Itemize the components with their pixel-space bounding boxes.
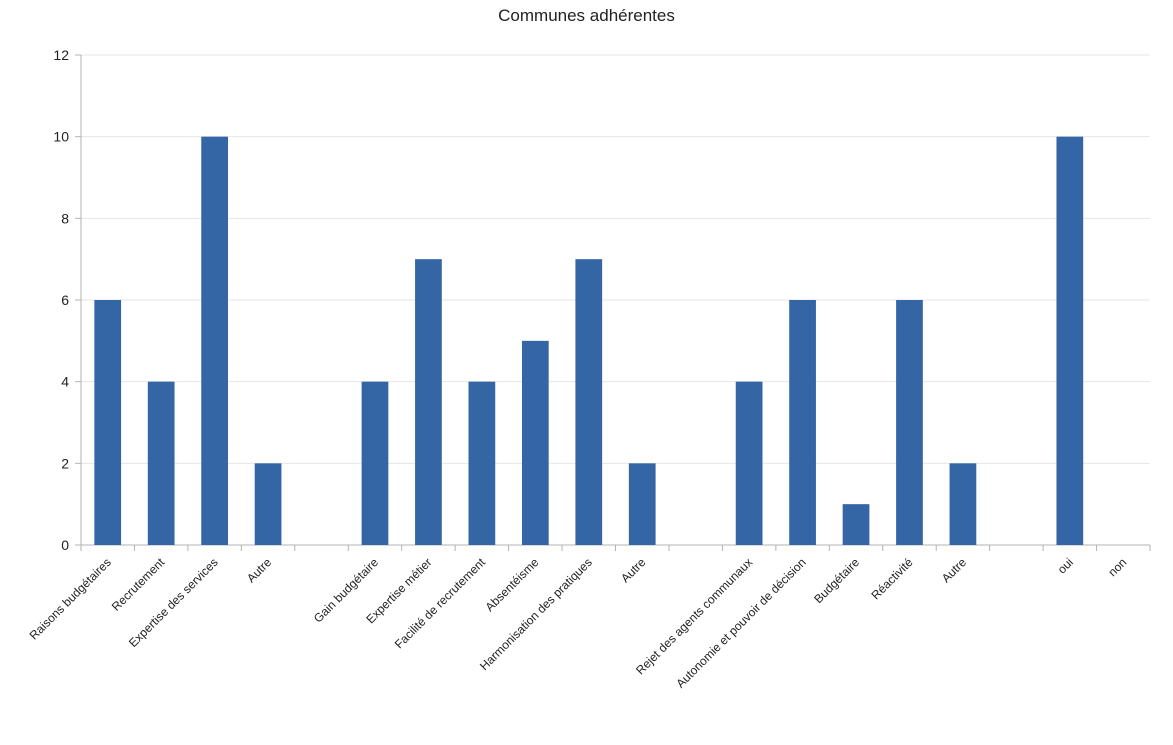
bar xyxy=(361,381,389,545)
x-tick-label: Budgétaire xyxy=(811,555,862,606)
bar xyxy=(468,381,496,545)
y-tick-label: 10 xyxy=(53,129,69,145)
x-tick-labels: Raisons budgétairesRecrutementExpertise … xyxy=(27,555,1130,691)
x-tick-label: oui xyxy=(1055,555,1076,576)
bar xyxy=(949,463,977,545)
y-tick-label: 0 xyxy=(61,537,69,553)
gridlines xyxy=(81,54,1150,464)
x-tick-label: Absentéisme xyxy=(482,555,541,614)
bar xyxy=(896,300,923,545)
y-tick-label: 6 xyxy=(61,292,69,308)
y-tick-label: 2 xyxy=(61,455,69,471)
bar xyxy=(415,259,442,545)
bar xyxy=(201,136,228,545)
chart-title: Communes adhérentes xyxy=(498,6,675,25)
x-tick-label: Autre xyxy=(618,555,648,585)
bar xyxy=(842,504,870,545)
x-tick-label: Autre xyxy=(939,555,969,585)
x-tick-label: Autre xyxy=(244,555,274,585)
bar xyxy=(1056,136,1084,545)
bar xyxy=(628,463,656,545)
bars xyxy=(94,136,1084,545)
bar xyxy=(254,463,282,545)
y-tick-label: 12 xyxy=(53,47,69,63)
x-tick-label: Recrutement xyxy=(109,555,168,614)
bar xyxy=(575,259,603,545)
x-tick-label: non xyxy=(1105,555,1129,579)
y-tick-label: 8 xyxy=(61,210,69,226)
bar xyxy=(147,381,175,545)
x-tick-label: Raisons budgétaires xyxy=(27,555,114,642)
y-tick-label: 4 xyxy=(61,374,69,390)
x-tick-label: Réactivité xyxy=(868,555,915,602)
bar xyxy=(735,381,763,545)
y-tick-labels: 0 2 4 6 8 10 12 xyxy=(53,47,69,553)
bar xyxy=(789,300,816,545)
bar xyxy=(94,300,122,545)
x-tick-label: Expertise des services xyxy=(126,555,221,650)
x-tick-label: Harmonisation des pratiques xyxy=(477,555,595,673)
axes xyxy=(75,54,1151,551)
bar xyxy=(521,340,549,545)
x-tick-label: Facilité de recrutement xyxy=(392,555,489,652)
